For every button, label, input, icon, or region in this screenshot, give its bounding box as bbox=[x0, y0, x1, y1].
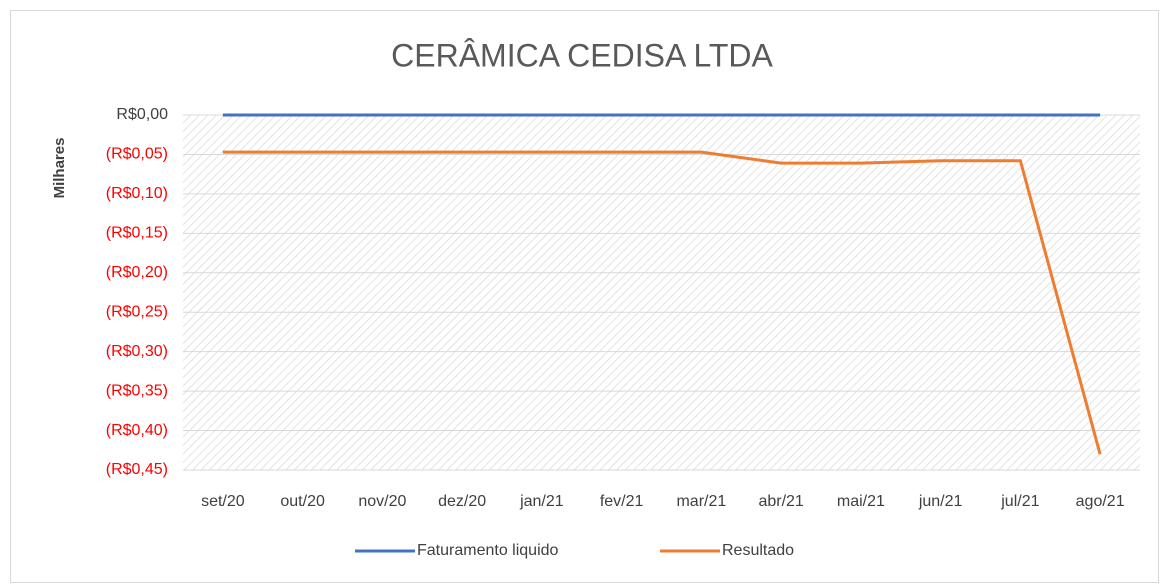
x-tick-label: abr/21 bbox=[758, 493, 803, 510]
x-tick-label: out/20 bbox=[280, 493, 325, 510]
y-axis-label: Milhares bbox=[51, 138, 68, 199]
plot-area bbox=[183, 115, 1140, 470]
y-tick-label: (R$0,45) bbox=[106, 461, 168, 478]
y-tick-label: R$0,00 bbox=[116, 106, 168, 123]
legend-label: Faturamento liquido bbox=[417, 542, 559, 559]
y-tick-label: (R$0,35) bbox=[106, 382, 168, 399]
legend-label: Resultado bbox=[722, 542, 794, 559]
y-tick-label: (R$0,30) bbox=[106, 343, 168, 360]
x-tick-label: jan/21 bbox=[519, 493, 564, 510]
y-tick-label: (R$0,20) bbox=[106, 264, 168, 281]
y-tick-label: (R$0,05) bbox=[106, 146, 168, 163]
x-tick-label: mai/21 bbox=[837, 493, 885, 510]
x-tick-label: jul/21 bbox=[1000, 493, 1039, 510]
y-tick-label: (R$0,10) bbox=[106, 185, 168, 202]
x-tick-label: nov/20 bbox=[358, 493, 406, 510]
x-tick-label: dez/20 bbox=[438, 493, 486, 510]
x-tick-label: fev/21 bbox=[600, 493, 644, 510]
y-tick-label: (R$0,25) bbox=[106, 303, 168, 320]
y-tick-label: (R$0,40) bbox=[106, 422, 168, 439]
x-tick-label: set/20 bbox=[201, 493, 245, 510]
x-tick-label: ago/21 bbox=[1076, 493, 1125, 510]
x-tick-label: mar/21 bbox=[676, 493, 726, 510]
series-line bbox=[222, 150, 1102, 455]
chart-title: CERÂMICA CEDISA LTDA bbox=[391, 37, 773, 73]
y-tick-label: (R$0,15) bbox=[106, 225, 168, 242]
x-tick-label: jun/21 bbox=[918, 493, 963, 510]
